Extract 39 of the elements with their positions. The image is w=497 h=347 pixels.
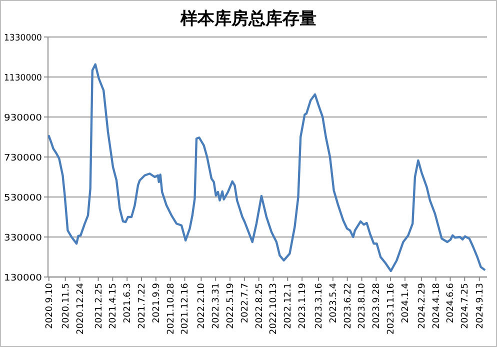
line-series (48, 63, 486, 272)
x-tick-label: 2024.1.4 (400, 282, 411, 324)
chart-title: 样本库房总库存量 (180, 9, 316, 29)
x-tick-label: 2021.7.22 (138, 283, 148, 329)
x-tick-label: 2024.4.18 (432, 282, 442, 329)
x-tick-label: 2023.6.22 (343, 283, 354, 329)
y-tick-label: 130000 (4, 274, 42, 284)
x-tick-label: 2022.2.10 (197, 282, 208, 329)
x-tick-label: 2023.9.28 (372, 282, 382, 329)
x-tick-label: 2021.12.16 (180, 282, 191, 335)
y-tick-label: 330000 (4, 234, 42, 244)
x-tick-label: 2024.7.25 (460, 283, 471, 329)
x-tick-label: 2021.4.15 (108, 283, 119, 329)
x-tick-label: 2023.11.16 (386, 282, 397, 335)
y-tick-label: 930000 (4, 114, 42, 124)
x-tick-label: 2022.10.13 (269, 283, 280, 335)
x-tick-label: 2021.9.9 (152, 282, 162, 324)
y-tick-label: 1130000 (4, 74, 44, 84)
x-tick-label: 2023.5.4 (328, 282, 339, 324)
x-tick-label: 2020.12.24 (76, 282, 86, 335)
x-tick-label: 2023.1.19 (298, 282, 308, 329)
x-tick-label: 2024.2.29 (417, 282, 428, 329)
x-tick-label: 2021.6.3 (123, 283, 134, 324)
x-tick-label: 2024.6.6 (446, 282, 456, 324)
x-tick-label: 2022.8.25 (254, 283, 265, 329)
x-tick-label: 2023.8.10 (358, 282, 368, 329)
x-tick-label: 2022.7.7 (240, 283, 250, 324)
x-tick-label: 2022.12.1 (284, 283, 294, 329)
y-tick-label: 1330000 (4, 34, 44, 44)
x-tick-label: 2022.3.31 (212, 283, 222, 329)
x-tick-label: 2020.11.5 (61, 283, 72, 329)
x-tick-label: 2021.10.28 (166, 282, 176, 335)
x-tick-label: 2021.2.25 (94, 283, 104, 329)
x-tick-label: 2020.9.10 (44, 282, 55, 329)
x-tick-label: 2023.3.16 (314, 282, 325, 329)
x-tick-label: 2022.5.19 (226, 282, 236, 329)
x-tick-label: 2024.9.13 (475, 283, 486, 329)
y-tick-label: 730000 (4, 154, 42, 164)
y-tick-label: 530000 (4, 194, 42, 204)
